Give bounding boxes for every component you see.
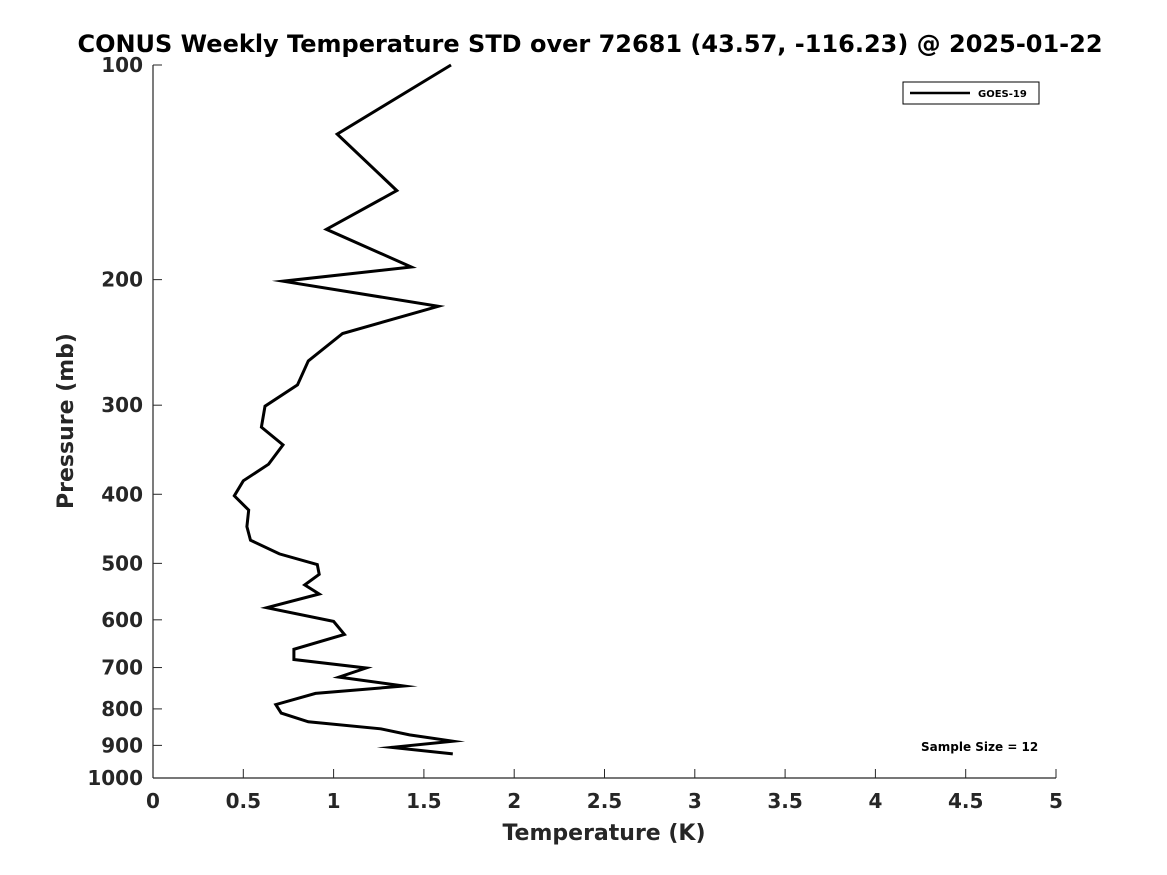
x-tick-label: 0.5 bbox=[226, 789, 261, 813]
y-tick-label: 200 bbox=[101, 268, 143, 292]
x-tick-label: 3.5 bbox=[767, 789, 802, 813]
plot-area bbox=[153, 65, 1056, 778]
y-tick-label: 700 bbox=[101, 656, 143, 680]
y-tick-label: 400 bbox=[101, 482, 143, 506]
x-tick-label: 0 bbox=[146, 789, 160, 813]
x-tick-label: 4.5 bbox=[948, 789, 983, 813]
x-tick-label: 5 bbox=[1049, 789, 1063, 813]
y-tick-label: 300 bbox=[101, 393, 143, 417]
y-axis-ticks: 100 200 300 400 500 600 700 800 900 1000 bbox=[87, 53, 162, 790]
x-tick-label: 1 bbox=[327, 789, 341, 813]
y-tick-label: 800 bbox=[101, 697, 143, 721]
legend: GOES-19 bbox=[902, 81, 1040, 105]
series-layer bbox=[232, 63, 466, 756]
x-tick-label: 1.5 bbox=[406, 789, 441, 813]
y-tick-label: 1000 bbox=[87, 766, 143, 790]
y-tick-label: 100 bbox=[101, 53, 143, 77]
chart-title: CONUS Weekly Temperature STD over 72681 … bbox=[77, 30, 1102, 58]
series-line-goes-19 bbox=[232, 63, 466, 756]
y-axis-label: Pressure (mb) bbox=[54, 333, 79, 509]
x-tick-label: 4 bbox=[868, 789, 882, 813]
x-tick-label: 2 bbox=[507, 789, 521, 813]
y-tick-label: 600 bbox=[101, 608, 143, 632]
legend-box bbox=[902, 81, 1040, 105]
x-tick-label: 2.5 bbox=[587, 789, 622, 813]
x-tick-label: 3 bbox=[688, 789, 702, 813]
sample-size-annotation: Sample Size = 12 bbox=[921, 740, 1038, 754]
x-axis-label: Temperature (K) bbox=[502, 821, 705, 846]
x-axis-ticks: 0 0.5 1 1.5 2 2.5 3 3.5 4 4.5 5 bbox=[146, 769, 1063, 813]
legend-entry-goes-19: GOES-19 bbox=[978, 89, 1027, 100]
y-tick-label: 500 bbox=[101, 551, 143, 575]
y-tick-label: 900 bbox=[101, 733, 143, 757]
